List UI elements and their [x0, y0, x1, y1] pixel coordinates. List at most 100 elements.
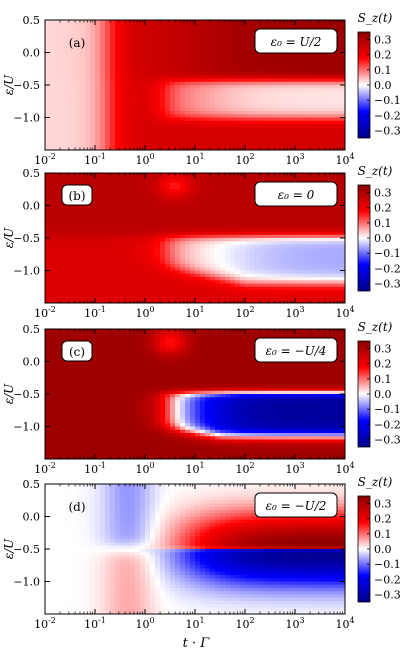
heatmap-cell — [115, 241, 121, 245]
heatmap-cell — [270, 273, 276, 278]
heatmap-cell — [195, 231, 201, 236]
heatmap-cell — [155, 260, 161, 265]
heatmap-cell — [200, 296, 206, 301]
heatmap-cell — [100, 78, 106, 83]
heatmap-cell — [150, 238, 156, 242]
heatmap-cell — [130, 189, 136, 193]
heatmap-cell — [185, 260, 191, 265]
heatmap-cell — [215, 296, 221, 301]
heatmap-cell — [320, 296, 326, 301]
heatmap-cell — [305, 218, 311, 223]
heatmap-cell — [195, 104, 201, 109]
heatmap-cell — [85, 221, 91, 226]
heatmap-cell — [135, 254, 141, 258]
heatmap-cell — [125, 133, 131, 138]
heatmap-cell — [200, 218, 206, 223]
heatmap-cell — [170, 205, 176, 210]
heatmap-cell — [90, 107, 96, 112]
heatmap-cell — [55, 98, 61, 102]
heatmap-cell — [70, 42, 76, 47]
heatmap-cell — [175, 267, 181, 271]
heatmap-cell — [60, 117, 66, 122]
heatmap-cell — [80, 120, 86, 125]
heatmap-cell — [50, 257, 56, 262]
heatmap-cell — [115, 124, 121, 128]
heatmap-cell — [160, 127, 166, 131]
heatmap-cell — [100, 225, 106, 229]
heatmap-cell — [100, 65, 106, 70]
heatmap-cell — [75, 273, 81, 278]
heatmap-cell — [250, 26, 256, 31]
heatmap-cell — [50, 62, 56, 66]
heatmap-cell — [45, 212, 51, 216]
heatmap-cell — [250, 296, 256, 301]
heatmap-cell — [65, 241, 71, 245]
heatmap-cell — [300, 205, 306, 210]
heatmap-cell — [130, 59, 136, 63]
heatmap-cell — [70, 140, 76, 144]
heatmap-cell — [235, 205, 241, 210]
y-tick-label: −1.0 — [13, 112, 40, 125]
heatmap-cell — [160, 46, 166, 50]
heatmap-cell — [160, 280, 166, 284]
heatmap-cell — [110, 238, 116, 242]
heatmap-cell — [315, 218, 321, 223]
heatmap-cell — [210, 85, 216, 89]
heatmap-cell — [65, 33, 71, 37]
heatmap-cell — [65, 75, 71, 79]
heatmap-cell — [135, 231, 141, 236]
heatmap-cell — [180, 23, 186, 27]
heatmap-cell — [100, 270, 106, 275]
heatmap-cell — [285, 146, 291, 151]
heatmap-cell — [255, 81, 261, 86]
heatmap-cell — [190, 120, 196, 125]
heatmap-cell — [65, 36, 71, 40]
heatmap-cell — [260, 104, 266, 109]
heatmap-cell — [130, 107, 136, 112]
heatmap-cell — [320, 225, 326, 229]
heatmap-cell — [160, 264, 166, 268]
heatmap-cell — [335, 238, 341, 242]
heatmap-cell — [155, 286, 161, 291]
heatmap-cell — [145, 107, 151, 112]
heatmap-cell — [130, 72, 136, 76]
heatmap-cell — [125, 234, 131, 239]
heatmap-cell — [330, 179, 336, 184]
heatmap-cell — [310, 267, 316, 271]
heatmap-cell — [190, 124, 196, 128]
heatmap-cell — [60, 114, 66, 118]
heatmap-cell — [110, 296, 116, 301]
heatmap-cell — [45, 234, 51, 239]
heatmap-cell — [240, 205, 246, 210]
heatmap-cell — [50, 173, 56, 177]
heatmap-cell — [140, 270, 146, 275]
heatmap-cell — [185, 20, 191, 24]
heatmap-cell — [75, 55, 81, 60]
heatmap-cell — [160, 42, 166, 47]
heatmap-cell — [45, 91, 51, 96]
heatmap-cell — [205, 104, 211, 109]
heatmap-cell — [160, 283, 166, 288]
heatmap-cell — [240, 42, 246, 47]
heatmap-cell — [95, 192, 101, 197]
heatmap-cell — [135, 192, 141, 197]
heatmap-cell — [310, 176, 316, 180]
heatmap-cell — [55, 124, 61, 128]
heatmap-cell — [150, 39, 156, 44]
heatmap-cell — [135, 75, 141, 79]
heatmap-cell — [90, 104, 96, 109]
heatmap-cell — [280, 267, 286, 271]
heatmap-cell — [295, 127, 301, 131]
heatmap-cell — [235, 65, 241, 70]
heatmap-cell — [110, 202, 116, 206]
heatmap-cell — [145, 225, 151, 229]
heatmap-cell — [200, 299, 206, 304]
heatmap-cell — [165, 52, 171, 57]
heatmap-cell — [150, 146, 156, 151]
heatmap-cell — [180, 81, 186, 86]
heatmap-cell — [90, 52, 96, 57]
heatmap-cell — [65, 296, 71, 301]
heatmap-cell — [60, 182, 66, 187]
heatmap-cell — [185, 124, 191, 128]
heatmap-cell — [175, 107, 181, 112]
